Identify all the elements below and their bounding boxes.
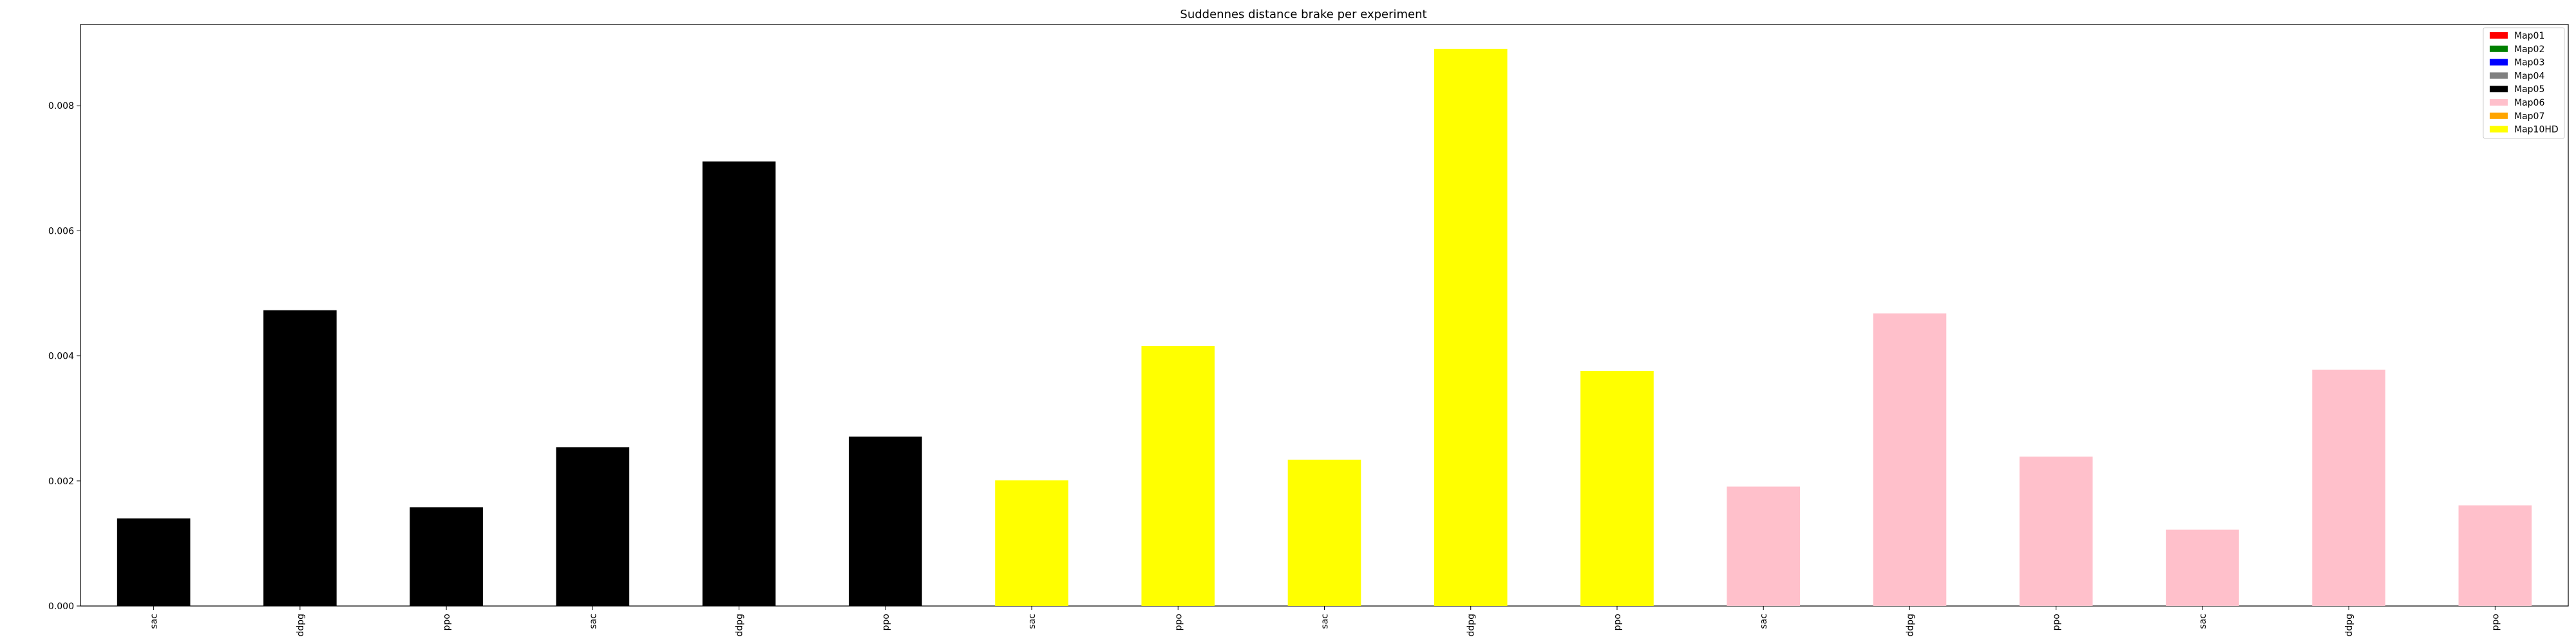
bar [1434, 48, 1508, 607]
legend-label: Map07 [2514, 111, 2544, 122]
legend-swatch [2490, 112, 2508, 119]
y-tick-label: 0.006 [48, 226, 74, 236]
x-tick-label: ddpg [735, 614, 745, 637]
bar [410, 507, 483, 606]
bar [1287, 459, 1361, 606]
bar [2166, 529, 2239, 606]
y-tick-label: 0.002 [48, 477, 74, 487]
legend-frame [2483, 27, 2565, 139]
bar [995, 480, 1068, 606]
y-tick-label: 0.000 [48, 601, 74, 612]
y-tick-label: 0.008 [48, 101, 74, 111]
y-tick-label: 0.004 [48, 352, 74, 362]
bar [1141, 346, 1215, 606]
x-tick-label: sac [1759, 614, 1769, 629]
x-tick-label: ppo [2052, 614, 2062, 630]
legend: Map01 Map02 Map03 Map04 Map05 Map06 Map07 Map10… [2483, 27, 2565, 139]
x-tick-label: ddpg [2344, 614, 2354, 637]
legend-swatch [2490, 72, 2508, 79]
bar [848, 436, 922, 606]
x-tick-label: ppo [1173, 614, 1184, 630]
bar [556, 447, 630, 606]
legend-label: Map06 [2514, 98, 2544, 108]
y-axis: 0.000 0.002 0.004 0.006 0.008 [48, 101, 80, 612]
legend-label: Map01 [2514, 31, 2544, 41]
legend-label: Map04 [2514, 71, 2544, 81]
x-tick-label: ppo [442, 614, 452, 630]
bar [2312, 369, 2385, 606]
x-tick-label: ppo [881, 614, 891, 630]
legend-label: Map10HD [2514, 125, 2559, 135]
bar [702, 161, 776, 606]
legend-swatch [2490, 126, 2508, 133]
x-tick-label: sac [588, 614, 598, 629]
legend-swatch [2490, 32, 2508, 39]
bar [2458, 505, 2532, 606]
x-tick-label: sac [1320, 614, 1331, 629]
bar [117, 518, 191, 606]
bar [1727, 486, 1801, 606]
x-tick-label: ppo [2490, 614, 2501, 630]
x-tick-label: ppo [1613, 614, 1623, 630]
bar [1873, 313, 1947, 606]
x-tick-label: ddpg [1466, 614, 1477, 637]
bar [263, 310, 337, 606]
bar-series [117, 48, 2532, 607]
x-tick-label: ddpg [296, 614, 306, 637]
legend-label: Map02 [2514, 44, 2544, 55]
bar [2019, 456, 2093, 606]
legend-swatch [2490, 45, 2508, 52]
x-tick-label: sac [1027, 614, 1037, 629]
x-tick-label: sac [2198, 614, 2208, 629]
legend-label: Map03 [2514, 58, 2544, 68]
x-tick-label: ddpg [1905, 614, 1915, 637]
legend-swatch [2490, 86, 2508, 93]
x-axis: sac ddpg ppo sac ddpg ppo sac ppo sac ddpg ppo sac d… [149, 606, 2501, 637]
chart-title: Suddennes distance brake per experiment [1180, 8, 1426, 21]
legend-swatch [2490, 59, 2508, 66]
legend-swatch [2490, 99, 2508, 106]
x-tick-label: sac [149, 614, 160, 629]
legend-label: Map05 [2514, 84, 2544, 95]
bar [1580, 370, 1654, 606]
